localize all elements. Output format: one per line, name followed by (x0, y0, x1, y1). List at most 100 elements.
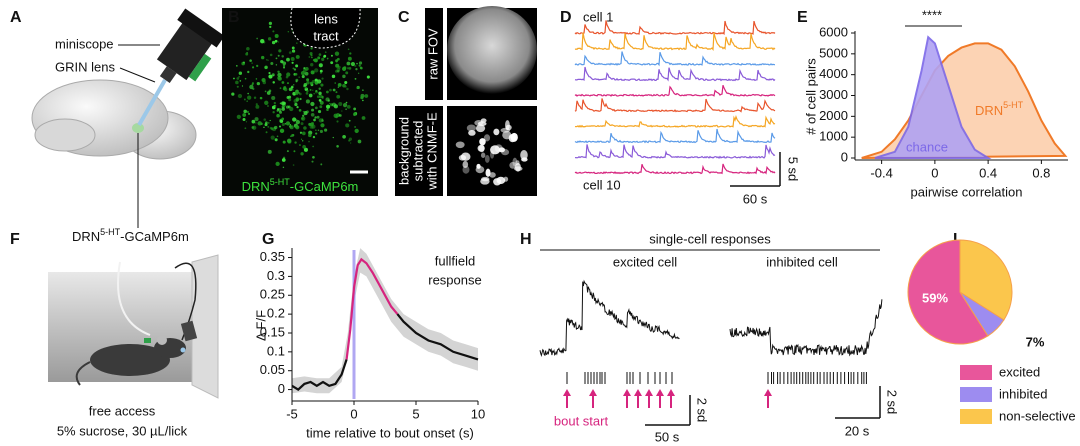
cell (318, 87, 321, 90)
cell (286, 57, 290, 62)
cell (243, 98, 246, 101)
trace (729, 299, 883, 357)
cell (513, 166, 523, 172)
cell (263, 118, 267, 121)
cell (295, 64, 299, 68)
cell (349, 142, 352, 144)
cell (294, 141, 297, 144)
cell (312, 58, 316, 62)
line (396, 313, 479, 361)
cell (512, 157, 518, 167)
cell (251, 62, 253, 64)
cell (282, 140, 286, 144)
cell (252, 125, 257, 130)
y-tick-label: 1000 (819, 129, 848, 144)
cell (281, 55, 284, 58)
cell (247, 70, 250, 74)
event-arrow-head (563, 389, 571, 396)
cell (248, 112, 250, 115)
cell (270, 61, 274, 66)
cell (318, 63, 323, 68)
cell (296, 42, 298, 44)
cell (269, 25, 272, 29)
cell (479, 138, 486, 146)
cell (303, 126, 307, 130)
label: raw FOV (425, 28, 440, 80)
cell (317, 56, 321, 60)
cell (330, 61, 334, 65)
cell (309, 52, 313, 56)
cell (317, 129, 320, 132)
cell (320, 163, 323, 166)
cell (326, 57, 329, 60)
cell (249, 84, 254, 90)
cell (246, 100, 248, 102)
cell (272, 30, 275, 33)
trace (574, 98, 776, 113)
cell (303, 147, 308, 152)
cell (265, 58, 268, 61)
cell (358, 61, 363, 65)
x-tick-label: -5 (286, 406, 298, 421)
trace (574, 51, 776, 67)
cell (281, 117, 285, 121)
legend-label: excited (999, 364, 1040, 379)
y-axis-label: Δ F/F (253, 310, 268, 341)
cell (358, 64, 361, 67)
cell (268, 71, 271, 75)
area (874, 35, 992, 159)
cell (268, 89, 272, 93)
cell (312, 155, 315, 159)
cell (485, 168, 491, 177)
cell (360, 96, 364, 100)
cell (264, 100, 269, 105)
scale-label: 5 sd (786, 157, 801, 182)
cell (265, 131, 268, 134)
cell (256, 64, 259, 68)
series-label: chance (906, 139, 948, 154)
cell (243, 109, 247, 114)
cell (282, 166, 285, 169)
cell (353, 107, 357, 111)
cell (311, 108, 315, 112)
cell (498, 147, 505, 153)
cell (298, 144, 301, 147)
cell (334, 51, 340, 56)
cell (304, 86, 308, 90)
cell (308, 122, 312, 126)
cell (317, 109, 322, 114)
cell (280, 60, 284, 64)
cell (480, 152, 486, 158)
cell (236, 114, 241, 120)
cell (314, 116, 317, 119)
cell (299, 131, 303, 134)
cell (326, 108, 329, 112)
cell (302, 114, 305, 117)
x-tick-label: 0 (931, 165, 938, 180)
cell (455, 141, 465, 149)
superscript: 5-HT (270, 177, 291, 187)
cell (283, 66, 286, 69)
panel-label: H (520, 231, 532, 248)
cell (238, 76, 240, 78)
cell (319, 129, 323, 134)
cell (344, 80, 348, 85)
cell (321, 57, 325, 61)
cell (320, 83, 324, 87)
cell (337, 86, 340, 89)
cell (270, 76, 273, 78)
cell (292, 67, 295, 70)
pie-slice (959, 239, 1013, 321)
cell (293, 84, 295, 86)
cell (315, 129, 317, 131)
cell (273, 101, 277, 105)
label-strip (425, 8, 443, 100)
cell (310, 54, 313, 57)
cell (286, 96, 290, 99)
cell (331, 74, 336, 79)
cell (291, 61, 294, 64)
trace (574, 84, 776, 97)
cell (256, 37, 258, 40)
cell (468, 130, 476, 136)
cell (266, 104, 270, 108)
